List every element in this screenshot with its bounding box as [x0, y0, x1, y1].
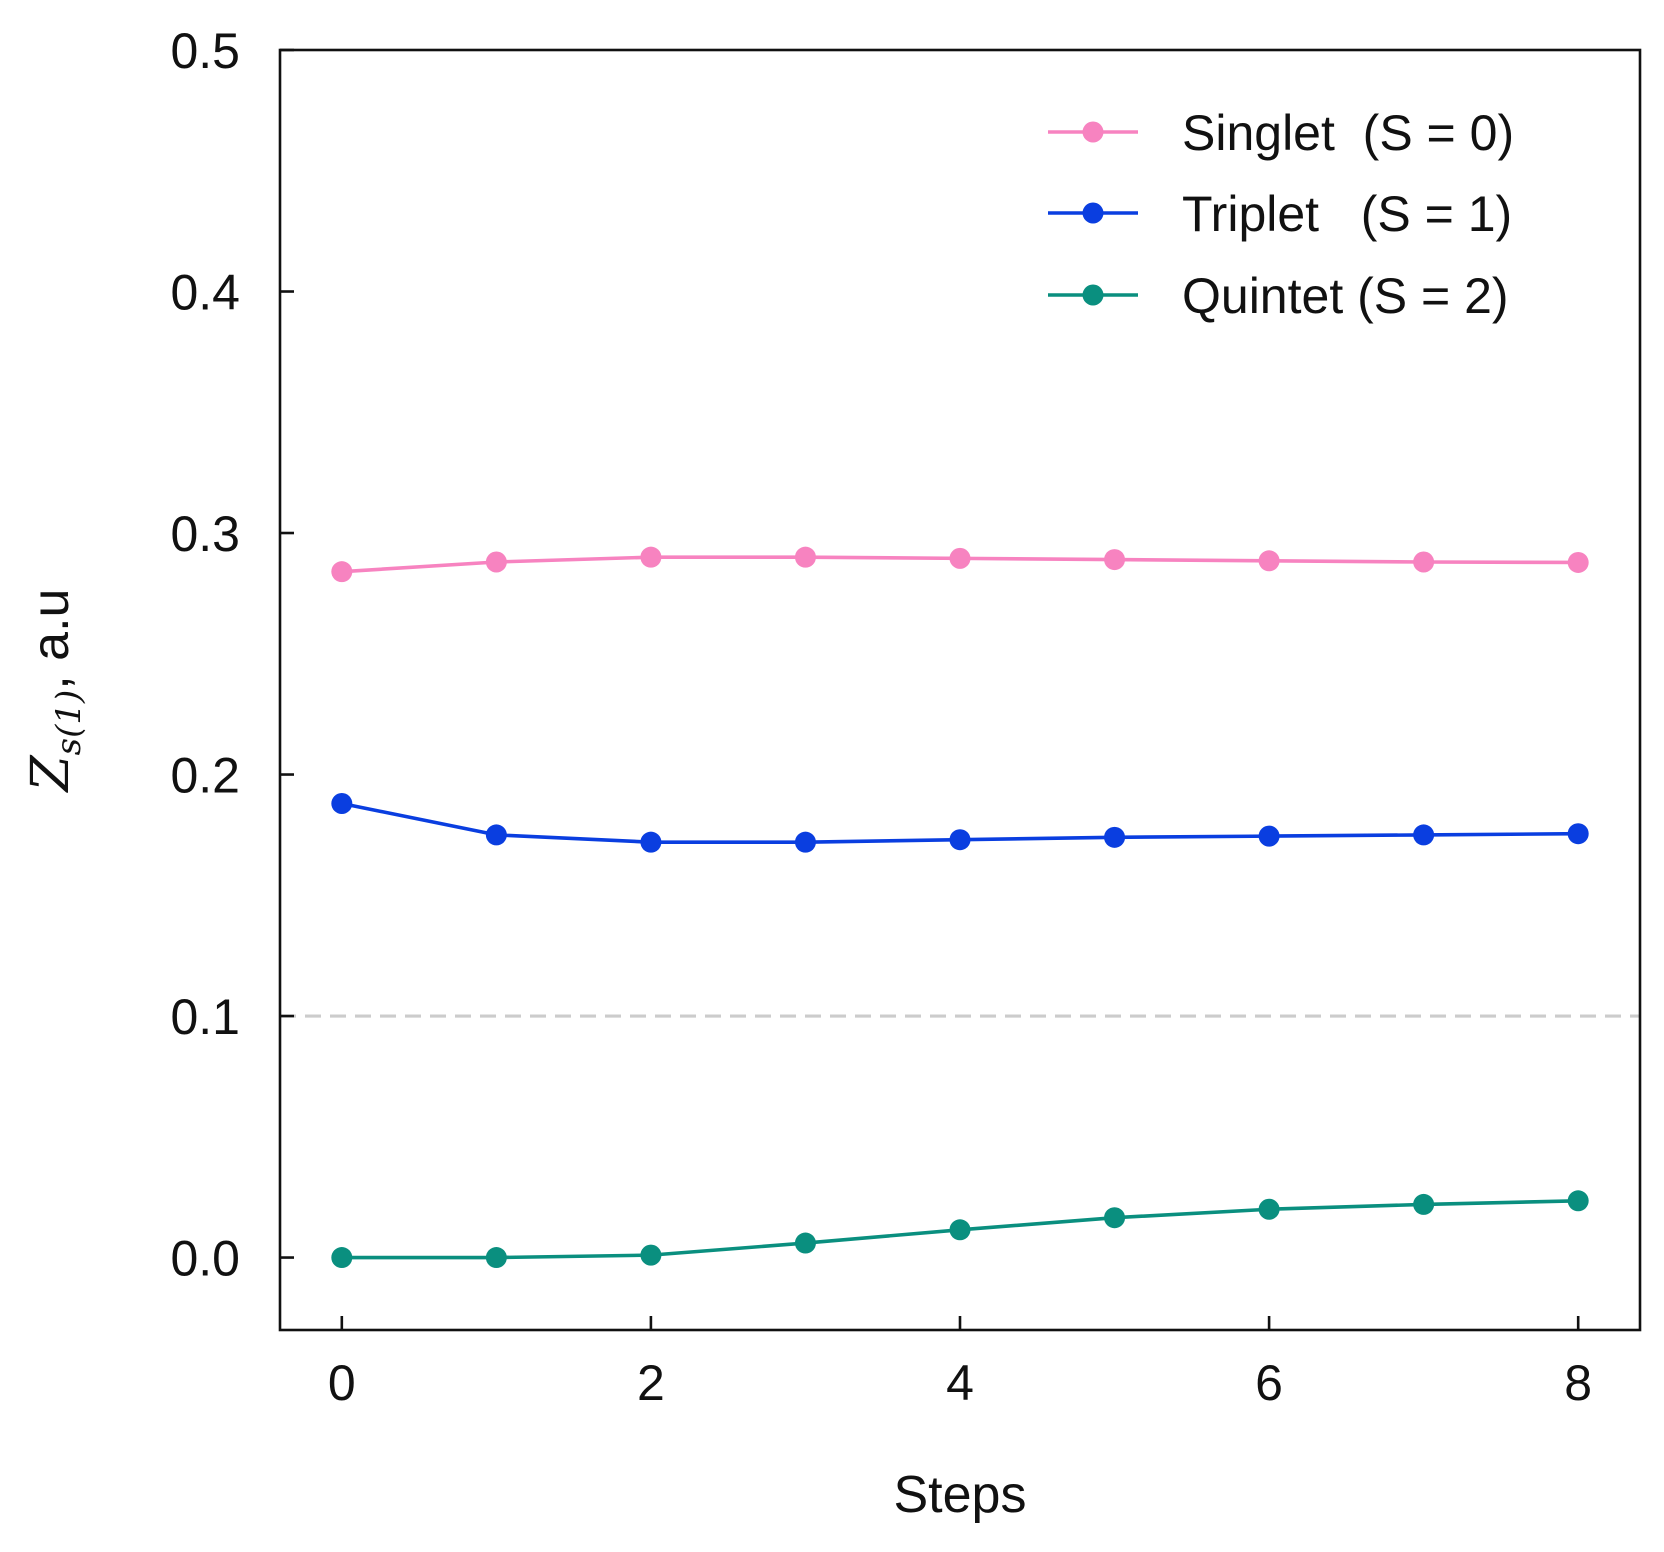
data-point [794, 546, 816, 568]
data-point [1104, 1207, 1126, 1229]
y-tick-label: 0.2 [170, 748, 240, 804]
y-tick-label: 0.3 [170, 506, 240, 562]
data-point [1567, 1190, 1589, 1212]
data-point [1567, 551, 1589, 573]
y-tick-label: 0.5 [170, 23, 240, 79]
data-point [640, 546, 662, 568]
data-point [331, 793, 353, 815]
legend-marker [1082, 202, 1104, 224]
legend-label: Quintet (S = 2) [1182, 268, 1509, 324]
data-point [794, 831, 816, 853]
legend-label: Singlet (S = 0) [1182, 105, 1514, 161]
data-point [1413, 551, 1435, 573]
y-axis-label-symbol: Z [21, 754, 81, 793]
legend-marker [1082, 121, 1104, 143]
y-axis-label: Zs(1), a.u [21, 589, 89, 794]
x-tick-label: 4 [946, 1355, 974, 1411]
data-point [485, 551, 507, 573]
legend-label: Triplet (S = 1) [1182, 186, 1512, 242]
data-point [949, 829, 971, 851]
series-layer [331, 546, 1589, 1269]
data-point [1258, 1198, 1280, 1220]
y-tick-label: 0.0 [170, 1231, 240, 1287]
x-axis-ticks: 0 2 4 6 8 [328, 1316, 1592, 1411]
x-tick-label: 2 [637, 1355, 665, 1411]
y-tick-label: 0.1 [170, 989, 240, 1045]
data-point [1104, 549, 1126, 571]
y-axis-ticks: 0.0 0.1 0.2 0.3 0.4 0.5 [170, 23, 294, 1287]
y-axis-label-subscript: s(1) [49, 690, 89, 756]
data-point [949, 547, 971, 569]
data-point [1258, 825, 1280, 847]
data-point [1413, 824, 1435, 846]
x-axis-label: Steps [894, 1466, 1027, 1524]
data-point [331, 561, 353, 583]
data-point [1413, 1193, 1435, 1215]
x-tick-label: 6 [1255, 1355, 1283, 1411]
legend-marker [1082, 284, 1104, 306]
data-point [640, 1244, 662, 1266]
data-point [485, 824, 507, 846]
y-axis-label-suffix: , a.u [22, 589, 80, 690]
data-point [1567, 823, 1589, 845]
y-tick-label: 0.4 [170, 265, 240, 321]
x-tick-label: 8 [1564, 1355, 1592, 1411]
data-point [640, 831, 662, 853]
data-point [485, 1247, 507, 1269]
data-point [794, 1232, 816, 1254]
data-point [949, 1219, 971, 1241]
x-tick-label: 0 [328, 1355, 356, 1411]
data-point [1258, 550, 1280, 572]
data-point [331, 1247, 353, 1269]
data-point [1104, 826, 1126, 848]
legend: Singlet (S = 0) Triplet (S = 1) Quintet (S… [1048, 105, 1514, 324]
